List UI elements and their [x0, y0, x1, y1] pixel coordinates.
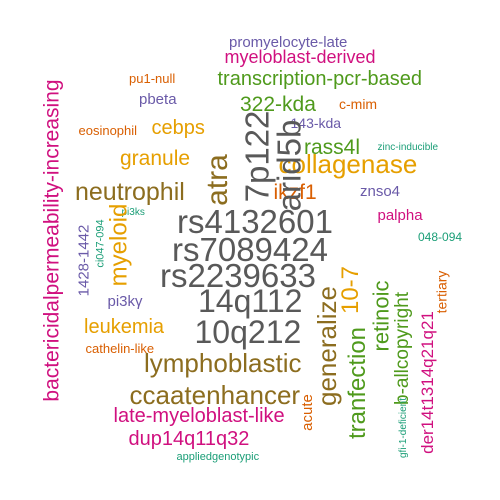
- word-pbeta: pbeta: [139, 90, 177, 108]
- word-collagenase: collagenase: [278, 149, 418, 179]
- word-048-094: 048-094: [418, 230, 463, 244]
- word-myeloid: myeloid: [104, 203, 132, 287]
- word-granule: granule: [120, 146, 191, 170]
- word-rs4132601: rs4132601: [177, 202, 333, 240]
- word-eosinophil: eosinophil: [78, 122, 138, 138]
- word-leukemia: leukemia: [84, 316, 165, 338]
- word-322-kda: 322-kda: [240, 92, 316, 116]
- word-143-kda: 143-kda: [290, 115, 342, 131]
- word-palpha: palpha: [377, 206, 423, 224]
- word-neutrophil: neutrophil: [75, 177, 185, 206]
- word-b-allcopyright: b-allcopyright: [391, 291, 413, 405]
- word-c-mim: c-mim: [339, 96, 378, 112]
- word-cebps: cebps: [151, 117, 205, 139]
- word-1428-1442: 1428-1442: [75, 224, 93, 296]
- word-pi3k-gamma: pi3kγ: [107, 292, 143, 310]
- word-tranfection: tranfection: [344, 326, 372, 440]
- word-rs2239633: rs2239633: [160, 256, 316, 294]
- word-cathelin-like: cathelin-like: [85, 340, 155, 356]
- word-ccaatenhancer: ccaatenhancer: [129, 380, 301, 410]
- word-znso4: znso4: [360, 182, 401, 200]
- word-appliedgenotypic: appliedgenotypic: [176, 450, 260, 463]
- word-10-7: 10-7: [337, 265, 365, 315]
- word-dup14q11q32: dup14q11q32: [128, 428, 250, 450]
- word-transcription-pcr-based: transcription-pcr-based: [217, 68, 423, 90]
- word-rs7089424: rs7089424: [172, 230, 328, 268]
- word-tertiary: tertiary: [432, 270, 449, 314]
- word-10q212: 10q212: [194, 314, 302, 350]
- word-rass4l: rass4l: [304, 135, 361, 159]
- word-lymphoblastic: lymphoblastic: [144, 348, 302, 378]
- word-acute: acute: [298, 393, 316, 431]
- word-retinoic: retinoic: [367, 280, 393, 352]
- word-pu1-null: pu1-null: [129, 70, 176, 86]
- word-arid5b: arid5b: [270, 119, 308, 211]
- word-der14t1314q21q21: der14t1314q21q21: [417, 310, 437, 454]
- word-bactericidalpermeability-increasing: bactericidalpermeability-increasing: [40, 78, 64, 402]
- word-14q112: 14q112: [198, 283, 303, 319]
- word-late-myeloblast-like: late-myeloblast-like: [113, 405, 285, 427]
- word-zinc-inducible: zinc-inducible: [377, 142, 439, 153]
- word-myeloblast-derived: myeloblast-derived: [224, 47, 376, 67]
- word-7p122: 7p122: [238, 110, 276, 202]
- word-atra: atra: [200, 154, 234, 206]
- word-ikzf1: ikzf1: [273, 180, 317, 204]
- word-pi3ks: pi3ks: [121, 207, 145, 218]
- word-promyelocyte-late: promyelocyte-late: [229, 33, 348, 51]
- word-gfi-1-deficient: gfi-1-deficient: [398, 397, 410, 459]
